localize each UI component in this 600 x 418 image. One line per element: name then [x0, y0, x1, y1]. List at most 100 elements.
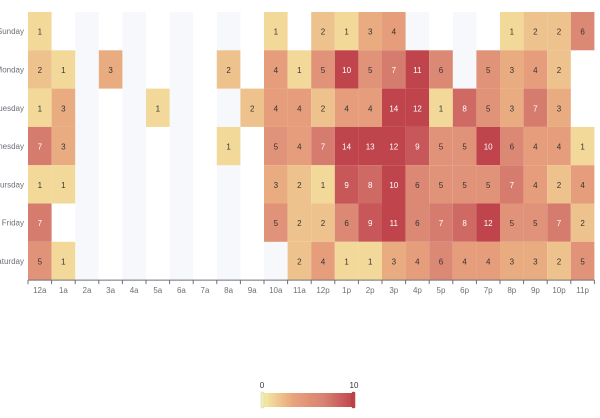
heatmap-cell[interactable] — [287, 203, 312, 242]
heatmap-cell[interactable] — [452, 165, 477, 204]
heatmap-cell[interactable] — [382, 165, 406, 204]
heatmap-cell[interactable] — [452, 241, 477, 281]
heatmap-cell[interactable] — [500, 241, 524, 281]
heatmap-cell[interactable] — [500, 12, 524, 51]
heatmap-cell[interactable] — [51, 241, 76, 281]
heatmap-cell[interactable] — [547, 126, 571, 166]
heatmap-cell[interactable] — [358, 50, 382, 89]
heatmap-cell[interactable] — [429, 126, 453, 166]
heatmap-cell[interactable] — [358, 241, 382, 281]
heatmap-cell[interactable] — [405, 203, 430, 242]
heatmap-cell[interactable] — [570, 203, 595, 242]
heatmap-cell[interactable] — [334, 88, 359, 127]
heatmap-cell[interactable] — [358, 126, 382, 166]
heatmap-cell[interactable] — [570, 165, 595, 204]
heatmap-cell[interactable] — [311, 88, 335, 127]
heatmap-cell[interactable] — [28, 88, 52, 127]
heatmap-cell[interactable] — [98, 50, 123, 89]
heatmap-cell[interactable] — [382, 203, 406, 242]
heatmap-cell[interactable] — [311, 241, 335, 281]
heatmap-cell[interactable] — [334, 126, 359, 166]
heatmap-cell[interactable] — [287, 50, 312, 89]
heatmap-cell[interactable] — [240, 88, 264, 127]
heatmap-cell[interactable] — [287, 126, 312, 166]
heatmap-cell[interactable] — [547, 12, 571, 51]
heatmap-cell[interactable] — [51, 126, 76, 166]
heatmap-cell[interactable] — [452, 88, 477, 127]
heatmap-cell[interactable] — [287, 165, 312, 204]
heatmap-cell[interactable] — [146, 88, 170, 127]
heatmap-cell[interactable] — [500, 50, 524, 89]
visual-map-min-handle[interactable] — [260, 391, 265, 409]
visual-map-max-handle[interactable] — [351, 391, 356, 409]
heatmap-cell[interactable] — [28, 203, 52, 242]
heatmap-cell[interactable] — [311, 12, 335, 51]
heatmap-cell[interactable] — [28, 165, 52, 204]
heatmap-cell[interactable] — [547, 165, 571, 204]
heatmap-cell[interactable] — [311, 50, 335, 89]
heatmap-cell[interactable] — [51, 165, 76, 204]
heatmap-cell[interactable] — [570, 12, 595, 51]
heatmap-cell[interactable] — [264, 126, 288, 166]
heatmap-cell[interactable] — [570, 126, 595, 166]
heatmap-cell[interactable] — [523, 50, 548, 89]
heatmap-cell[interactable] — [547, 88, 571, 127]
heatmap-cell[interactable] — [452, 126, 477, 166]
heatmap-cell[interactable] — [264, 165, 288, 204]
heatmap-cell[interactable] — [216, 50, 241, 89]
heatmap-cell[interactable] — [523, 88, 548, 127]
heatmap-cell[interactable] — [570, 241, 595, 281]
heatmap-cell[interactable] — [334, 203, 359, 242]
heatmap-cell[interactable] — [264, 88, 288, 127]
heatmap-cell[interactable] — [334, 165, 359, 204]
heatmap-cell[interactable] — [523, 241, 548, 281]
heatmap-cell[interactable] — [51, 50, 76, 89]
heatmap-cell[interactable] — [476, 50, 500, 89]
heatmap-cell[interactable] — [405, 241, 430, 281]
heatmap-cell[interactable] — [28, 50, 52, 89]
heatmap-cell[interactable] — [334, 50, 359, 89]
heatmap-cell[interactable] — [287, 88, 312, 127]
heatmap-cell[interactable] — [358, 12, 382, 51]
heatmap-cell[interactable] — [405, 126, 430, 166]
heatmap-cell[interactable] — [523, 126, 548, 166]
heatmap-cell[interactable] — [334, 241, 359, 281]
heatmap-cell[interactable] — [311, 165, 335, 204]
heatmap-cell[interactable] — [523, 165, 548, 204]
heatmap-cell[interactable] — [358, 165, 382, 204]
heatmap-cell[interactable] — [500, 165, 524, 204]
heatmap-cell[interactable] — [547, 203, 571, 242]
heatmap-cell[interactable] — [382, 12, 406, 51]
heatmap-cell[interactable] — [476, 203, 500, 242]
heatmap-cell[interactable] — [405, 88, 430, 127]
heatmap-cell[interactable] — [382, 50, 406, 89]
heatmap-cell[interactable] — [311, 203, 335, 242]
heatmap-cell[interactable] — [500, 88, 524, 127]
heatmap-cell[interactable] — [500, 126, 524, 166]
heatmap-cell[interactable] — [429, 165, 453, 204]
heatmap-cell[interactable] — [452, 203, 477, 242]
heatmap-cell[interactable] — [405, 50, 430, 89]
visual-map-bar[interactable] — [262, 393, 354, 407]
heatmap-cell[interactable] — [264, 203, 288, 242]
heatmap-cell[interactable] — [405, 165, 430, 204]
heatmap-cell[interactable] — [287, 241, 312, 281]
heatmap-cell[interactable] — [334, 12, 359, 51]
heatmap-cell[interactable] — [523, 12, 548, 51]
heatmap-cell[interactable] — [500, 203, 524, 242]
heatmap-cell[interactable] — [476, 241, 500, 281]
heatmap-cell[interactable] — [429, 88, 453, 127]
heatmap-cell[interactable] — [28, 241, 52, 281]
heatmap-cell[interactable] — [264, 50, 288, 89]
heatmap-cell[interactable] — [429, 50, 453, 89]
heatmap-cell[interactable] — [476, 88, 500, 127]
heatmap-cell[interactable] — [429, 203, 453, 242]
heatmap-cell[interactable] — [476, 165, 500, 204]
heatmap-cell[interactable] — [382, 241, 406, 281]
heatmap-cell[interactable] — [476, 126, 500, 166]
heatmap-cell[interactable] — [216, 126, 241, 166]
heatmap-cell[interactable] — [523, 203, 548, 242]
heatmap-cell[interactable] — [358, 88, 382, 127]
heatmap-cell[interactable] — [429, 241, 453, 281]
heatmap-cell[interactable] — [382, 126, 406, 166]
